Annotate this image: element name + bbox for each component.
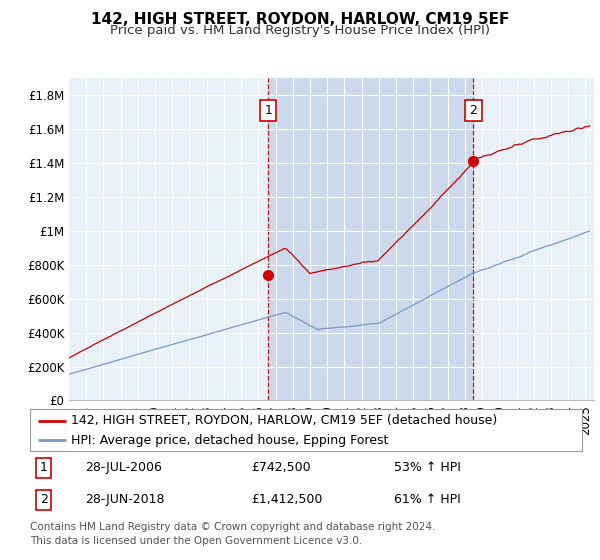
Text: 53% ↑ HPI: 53% ↑ HPI — [394, 461, 461, 474]
Text: 2: 2 — [469, 104, 477, 117]
Text: HPI: Average price, detached house, Epping Forest: HPI: Average price, detached house, Eppi… — [71, 434, 389, 447]
Text: £1,412,500: £1,412,500 — [251, 493, 322, 506]
Text: 1: 1 — [40, 461, 48, 474]
Bar — [268, 78, 473, 400]
Text: Price paid vs. HM Land Registry's House Price Index (HPI): Price paid vs. HM Land Registry's House … — [110, 24, 490, 36]
Text: 28-JUN-2018: 28-JUN-2018 — [85, 493, 164, 506]
Text: 142, HIGH STREET, ROYDON, HARLOW, CM19 5EF (detached house): 142, HIGH STREET, ROYDON, HARLOW, CM19 5… — [71, 414, 497, 427]
Text: 2: 2 — [40, 493, 48, 506]
Text: Contains HM Land Registry data © Crown copyright and database right 2024.
This d: Contains HM Land Registry data © Crown c… — [30, 522, 436, 546]
Text: £742,500: £742,500 — [251, 461, 310, 474]
FancyBboxPatch shape — [30, 409, 582, 451]
Text: 28-JUL-2006: 28-JUL-2006 — [85, 461, 162, 474]
Text: 61% ↑ HPI: 61% ↑ HPI — [394, 493, 461, 506]
Text: 142, HIGH STREET, ROYDON, HARLOW, CM19 5EF: 142, HIGH STREET, ROYDON, HARLOW, CM19 5… — [91, 12, 509, 27]
Text: 1: 1 — [264, 104, 272, 117]
